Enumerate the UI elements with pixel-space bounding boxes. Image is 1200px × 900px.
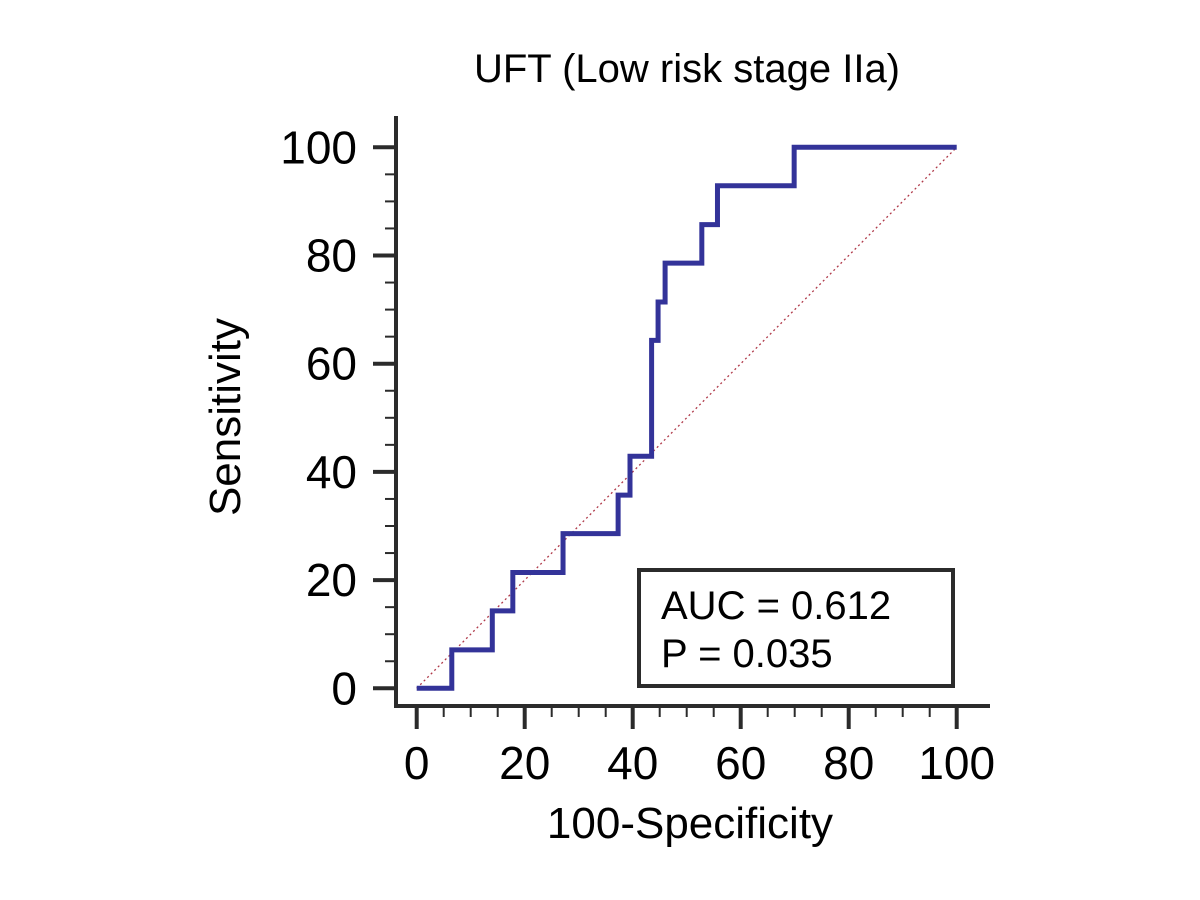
diagonal-reference-line [416, 146, 958, 689]
auc-annotation-box: AUC = 0.612 P = 0.035 [637, 568, 955, 688]
y-tick-label: 100 [280, 121, 357, 173]
x-tick-label: 60 [715, 737, 766, 789]
x-tick-label: 0 [404, 737, 430, 789]
y-tick-label: 40 [306, 446, 357, 498]
auc-value-text: AUC = 0.612 [661, 584, 892, 628]
y-axis-label: Sensitivity [201, 318, 250, 516]
y-axis-tick-labels: 0 20 40 60 80 100 [280, 121, 357, 714]
roc-curve [416, 144, 957, 691]
x-tick-label: 100 [918, 737, 995, 789]
p-value-text: P = 0.035 [661, 632, 833, 676]
x-tick-label: 80 [823, 737, 874, 789]
y-tick-label: 0 [331, 662, 357, 714]
y-tick-label: 60 [306, 338, 357, 390]
x-axis-label: 100-Specificity [547, 799, 833, 848]
chart-title: UFT (Low risk stage IIa) [474, 47, 900, 91]
y-tick-label: 20 [306, 554, 357, 606]
y-axis-ticks [373, 145, 396, 691]
y-tick-label: 80 [306, 230, 357, 282]
x-tick-label: 40 [607, 737, 658, 789]
x-tick-label: 20 [499, 737, 550, 789]
x-axis-tick-labels: 0 20 40 60 80 100 [404, 737, 995, 789]
x-axis-ticks [414, 706, 959, 729]
